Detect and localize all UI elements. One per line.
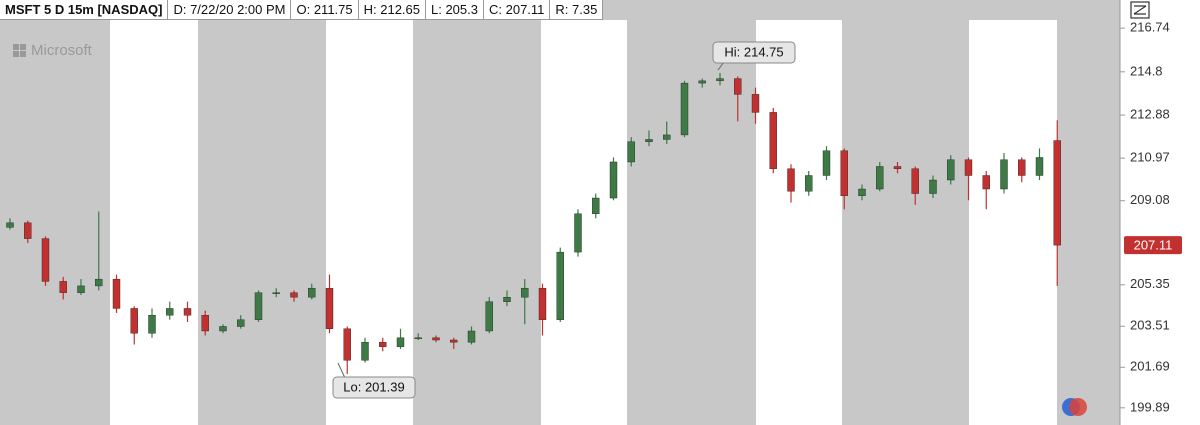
candle-body	[947, 159, 955, 181]
candle-body	[1035, 157, 1044, 176]
candle-body	[201, 315, 209, 332]
candle-body	[911, 168, 919, 194]
y-tick-label: 212.88	[1130, 107, 1170, 122]
header-bar: MSFT 5 D 15m [NASDAQ] D: 7/22/20 2:00 PM O…	[0, 0, 604, 20]
last-price-tag	[1124, 236, 1182, 255]
candle-body	[858, 188, 866, 196]
y-tick-label: 201.69	[1130, 359, 1170, 374]
candle-body	[680, 82, 689, 136]
candle-body	[41, 238, 50, 282]
watermark-text: Microsoft	[31, 42, 93, 59]
logo-badge	[1062, 398, 1087, 416]
axis-panel	[1120, 0, 1200, 425]
session-band	[110, 20, 198, 425]
candle-body	[166, 308, 174, 316]
y-tick-label: 203.51	[1130, 318, 1170, 333]
candle-body	[698, 80, 706, 84]
header-field: L: 205.3	[426, 0, 484, 20]
candle-body	[964, 159, 973, 176]
candle-body	[1000, 159, 1008, 190]
candle-body	[219, 326, 227, 332]
candle-body	[290, 292, 298, 298]
candle-body	[148, 315, 156, 334]
candle-body	[343, 328, 351, 361]
high-annotation: Hi: 214.75	[712, 41, 796, 71]
session-band	[326, 20, 413, 425]
y-tick-label: 209.08	[1130, 192, 1170, 207]
high-label: Hi: 214.75	[724, 44, 783, 59]
candle-body	[1018, 159, 1026, 176]
candle-body	[609, 161, 618, 199]
candle-body	[95, 278, 103, 287]
candle-body	[272, 292, 280, 294]
session-band	[969, 20, 1057, 425]
candle-body	[663, 134, 671, 140]
candle-body	[769, 112, 777, 169]
candles	[6, 72, 1061, 375]
candle-body	[787, 168, 795, 192]
candle-body	[840, 150, 848, 196]
candle-body	[645, 139, 653, 142]
header-field: MSFT 5 D 15m [NASDAQ]	[0, 0, 169, 20]
y-tick-label: 210.97	[1130, 150, 1170, 165]
candle-body	[130, 308, 138, 334]
candle-body	[929, 179, 937, 194]
candle-body	[822, 150, 831, 176]
y-tick-label: 216.74	[1130, 20, 1170, 35]
candle-body	[414, 337, 422, 339]
candle-body	[467, 330, 476, 343]
candle-body	[734, 78, 742, 95]
candle-body	[485, 301, 493, 332]
session-band	[756, 20, 842, 425]
candle-body	[450, 339, 458, 343]
candle-body	[254, 292, 263, 320]
watermark: Microsoft	[13, 42, 93, 59]
candle-body	[503, 296, 511, 302]
candle-body	[538, 287, 547, 320]
candle-body	[716, 78, 724, 82]
candle-body	[556, 251, 564, 320]
candle-body	[805, 175, 813, 192]
candle-body	[1053, 140, 1061, 246]
candle-body	[112, 278, 121, 309]
session-band	[541, 20, 627, 425]
header-field: H: 212.65	[358, 0, 426, 20]
candle-body	[876, 166, 884, 190]
menu-icon[interactable]	[1130, 1, 1150, 19]
last-price-label: 207.11	[1134, 238, 1173, 253]
candle-body	[627, 141, 635, 163]
candle-body	[893, 166, 902, 169]
candle-body	[308, 287, 316, 298]
candle-body	[396, 337, 405, 347]
candle-body	[592, 197, 600, 215]
candle-body	[432, 337, 440, 341]
candle-body	[237, 319, 245, 327]
low-annotation: Lo: 201.39	[332, 362, 416, 399]
candle-body	[6, 222, 14, 228]
candle-body	[521, 287, 529, 298]
candle-body	[183, 308, 192, 316]
candle-body	[77, 285, 85, 293]
y-tick-label: 214.8	[1130, 63, 1163, 78]
candle-body	[379, 342, 387, 347]
candle-body	[24, 222, 32, 239]
candle-body	[751, 94, 760, 113]
header-field: D: 7/22/20 2:00 PM	[168, 0, 292, 20]
candle-body	[59, 281, 67, 293]
candle-body	[982, 175, 990, 190]
low-label: Lo: 201.39	[343, 379, 404, 394]
y-tick-label: 199.89	[1130, 399, 1170, 414]
candle-body	[361, 342, 369, 361]
candle-body	[574, 213, 582, 253]
candle-body	[325, 287, 334, 329]
header-field: O: 211.75	[291, 0, 359, 20]
header-field: R: 7.35	[550, 0, 604, 20]
header-field: C: 207.11	[484, 0, 551, 20]
y-tick-label: 205.35	[1130, 276, 1170, 291]
